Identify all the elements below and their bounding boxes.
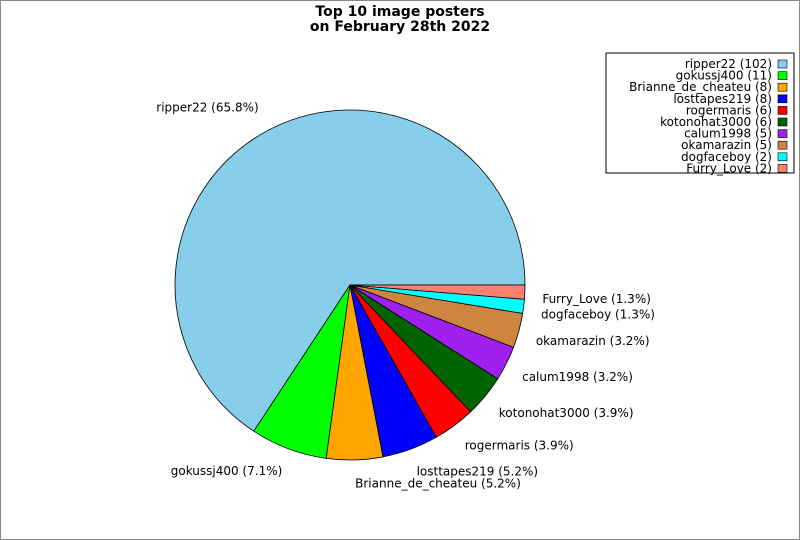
slice-label: calum1998 (3.2%): [522, 370, 633, 384]
slice-label: kotonohat3000 (3.9%): [499, 406, 634, 420]
legend-label: okamarazin (5): [681, 138, 772, 152]
legend-swatch: [777, 117, 788, 127]
legend-swatch: [777, 106, 788, 115]
legend-swatch: [777, 82, 788, 92]
legend-label: Brianne_de_cheateu (8): [629, 80, 772, 94]
legend-swatch: [777, 140, 788, 150]
legend-label: losttapes219 (8): [673, 92, 772, 106]
legend-swatch: [777, 94, 788, 104]
chart-title: on February 28th 2022: [310, 19, 490, 35]
legend-label: calum1998 (5): [684, 127, 772, 141]
legend-label: Furry_Love (2): [686, 161, 772, 175]
legend: [605, 52, 795, 174]
pie-slice: [349, 284, 526, 300]
slice-label: ripper22 (65.8%): [156, 101, 258, 115]
pie-slice: [174, 109, 526, 432]
chart-title: Top 10 image posters: [315, 4, 484, 20]
legend-label: gokussj400 (11): [676, 69, 772, 83]
slice-label: Brianne_de_cheateu (5.2%): [355, 476, 521, 490]
legend-swatch: [777, 164, 788, 173]
legend-label: kotonohat3000 (6): [660, 115, 772, 129]
legend-swatch: [777, 129, 788, 138]
legend-label: dogfaceboy (2): [681, 150, 772, 164]
slice-label: rogermaris (3.9%): [465, 439, 574, 453]
legend-label: ripper22 (102): [685, 57, 772, 71]
slice-label: losttapes219 (5.2%): [417, 465, 539, 479]
slice-label: okamarazin (3.2%): [536, 334, 650, 348]
legend-swatch: [777, 71, 788, 80]
legend-label: rogermaris (6): [686, 103, 772, 117]
slice-label: dogfaceboy (1.3%): [541, 308, 655, 322]
slice-label: Furry_Love (1.3%): [542, 292, 651, 306]
slice-label: gokussj400 (7.1%): [171, 464, 283, 478]
legend-swatch: [777, 152, 788, 162]
legend-swatch: [777, 59, 788, 69]
